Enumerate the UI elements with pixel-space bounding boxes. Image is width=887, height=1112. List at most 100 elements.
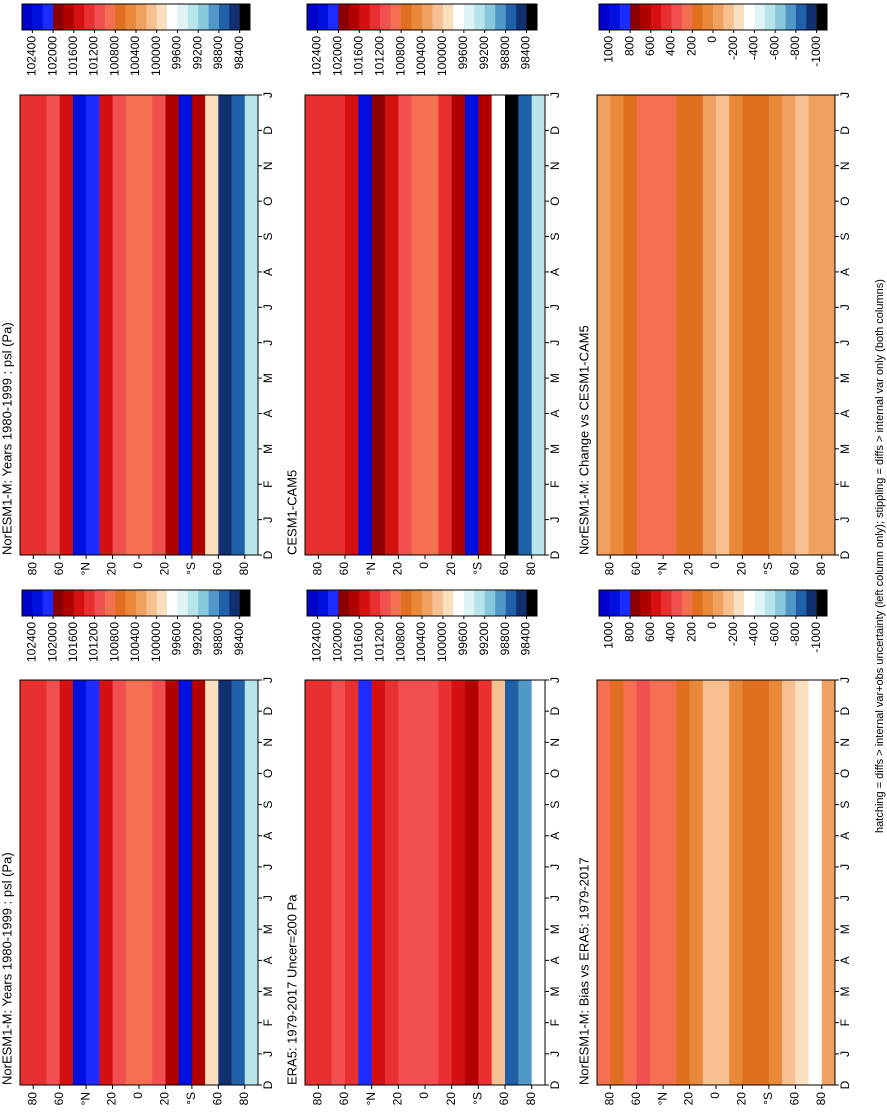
colorbar-bin	[785, 4, 797, 30]
contour-band	[716, 680, 730, 1085]
x-tick-label: °S	[184, 1092, 198, 1105]
contour-band	[729, 680, 743, 1085]
colorbar-bin	[338, 590, 350, 616]
colorbar-label: 101600	[66, 36, 80, 76]
month-label: J	[261, 92, 275, 98]
colorbar-bin	[764, 4, 776, 30]
x-tick-label: 20	[158, 1092, 172, 1106]
x-tick-label: 80	[25, 1092, 39, 1106]
colorbar-bin	[640, 4, 652, 30]
colorbar-bin	[104, 590, 116, 616]
month-label: M	[261, 444, 275, 454]
colorbar-bin	[442, 590, 454, 616]
colorbar-label: 101200	[87, 622, 101, 662]
colorbar-bin	[764, 590, 776, 616]
contour-band	[636, 95, 651, 555]
colorbar-label: -400	[747, 36, 761, 60]
contour-band	[305, 680, 319, 1085]
x-tick-label: 20	[391, 562, 405, 576]
colorbar-label: 99600	[456, 36, 470, 70]
colorbar-bin	[401, 4, 412, 30]
colorbar-bin	[619, 590, 631, 616]
month-label: A	[838, 832, 852, 840]
colorbar-label: 100800	[107, 622, 121, 662]
colorbar-bin	[94, 590, 106, 616]
contour-band	[218, 95, 233, 555]
contour-band	[636, 680, 651, 1085]
contour-band	[46, 95, 61, 555]
x-tick-label: 80	[524, 562, 538, 576]
month-label: M	[838, 987, 852, 997]
x-tick-label: °N	[78, 562, 92, 575]
contour-band	[742, 95, 757, 555]
colorbar-label: 100400	[128, 36, 142, 76]
month-label: J	[548, 677, 562, 683]
month-label: S	[261, 801, 275, 809]
colorbar-bin	[713, 4, 724, 30]
month-label: N	[838, 161, 852, 170]
month-label: D	[261, 126, 275, 135]
contour-band	[385, 95, 399, 555]
month-label: J	[838, 1051, 852, 1057]
colorbar-bin	[136, 4, 147, 30]
month-label: J	[261, 517, 275, 523]
colorbar-bin	[733, 590, 745, 616]
colorbar-bin	[599, 590, 610, 616]
colorbar-bin	[317, 4, 329, 30]
contour-band	[231, 95, 246, 555]
colorbar-bin	[692, 590, 703, 616]
x-tick-label: 20	[444, 1092, 458, 1106]
colorbar-bin	[702, 4, 714, 30]
colorbar-bin	[218, 590, 230, 616]
colorbar-bin	[239, 4, 251, 30]
colorbar-bin	[640, 590, 652, 616]
colorbar-bin	[208, 4, 220, 30]
x-tick-label: °S	[761, 1092, 775, 1105]
colorbar-label: 98800	[211, 622, 225, 656]
colorbar-bin	[671, 4, 683, 30]
colorbar-bin	[104, 4, 116, 30]
colorbar-bin	[453, 4, 465, 30]
contour-band	[112, 680, 127, 1085]
month-label: D	[838, 1080, 852, 1089]
contour-band	[191, 95, 206, 555]
x-tick-label: °S	[471, 562, 485, 575]
colorbar-label: 101600	[351, 622, 365, 662]
colorbar-label: -1000	[809, 36, 823, 67]
contour-band	[755, 95, 770, 555]
panel-title: NorESM1-M: Change vs CESM1-CAM5	[576, 325, 591, 555]
contour-band	[782, 95, 796, 555]
x-tick-label: 60	[337, 1092, 351, 1106]
contour-band	[663, 680, 677, 1085]
contour-band	[72, 680, 87, 1085]
colorbar-bin	[474, 4, 486, 30]
colorbar-label: 102000	[45, 36, 59, 76]
month-label: O	[261, 769, 275, 778]
x-tick-label: 20	[735, 1092, 749, 1106]
contour-band	[702, 680, 717, 1085]
colorbar-bin	[156, 4, 168, 30]
colorbar-label: 98400	[519, 36, 533, 70]
month-label: S	[548, 233, 562, 241]
colorbar-bin	[177, 4, 189, 30]
x-tick-label: °N	[364, 1092, 378, 1105]
colorbar-bin	[229, 590, 240, 616]
month-label: J	[261, 1051, 275, 1057]
contour-band	[676, 95, 691, 555]
contour-band	[411, 680, 426, 1085]
month-label: D	[261, 1080, 275, 1089]
contour-band	[505, 680, 519, 1085]
colorbar-bin	[380, 590, 391, 616]
colorbar-bin	[681, 4, 693, 30]
colorbar-bin	[348, 590, 360, 616]
month-label: D	[261, 550, 275, 559]
contour-band	[768, 680, 783, 1085]
x-tick-label: 60	[497, 562, 511, 576]
contour-band	[305, 95, 319, 555]
x-tick-label: 0	[131, 1092, 145, 1099]
colorbar-label: 100000	[149, 36, 163, 76]
colorbar-bin	[795, 4, 807, 30]
x-tick-label: 20	[682, 562, 696, 576]
month-label: D	[838, 706, 852, 715]
colorbar-bin	[526, 590, 538, 616]
